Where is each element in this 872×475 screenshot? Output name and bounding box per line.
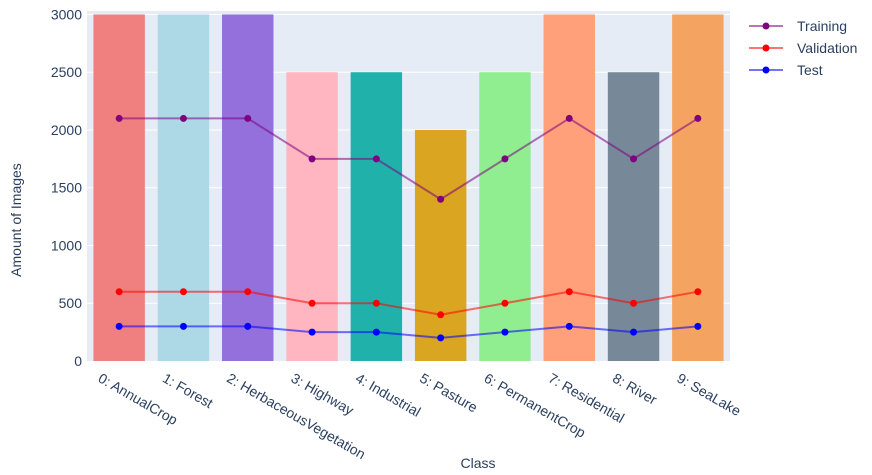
bar (414, 129, 467, 361)
legend: Training Validation Test (749, 18, 857, 78)
y-tick-label: 2500 (51, 64, 82, 80)
series-point-test (437, 334, 445, 342)
series-point-test (244, 322, 252, 330)
series-point-training (565, 114, 573, 122)
bar (93, 14, 145, 362)
series-point-training (437, 195, 445, 203)
bar (607, 72, 660, 361)
legend-marker (762, 66, 770, 74)
legend-marker (762, 22, 770, 30)
series-line-training (119, 117, 699, 201)
series-point-validation (244, 288, 252, 296)
y-tick-label: 1000 (51, 237, 82, 253)
series-point-test (565, 322, 573, 330)
series-line-validation (119, 290, 699, 316)
series-point-training (501, 155, 509, 163)
x-tick-label: 8: River (610, 370, 660, 408)
legend-label: Validation (797, 40, 857, 56)
series-point-training (308, 155, 316, 163)
series-point-training (115, 114, 123, 122)
series-point-validation (694, 288, 702, 296)
series-point-validation (565, 288, 573, 296)
series-point-validation (372, 299, 380, 307)
y-tick-label: 3000 (51, 6, 82, 22)
bar (286, 72, 338, 361)
series-point-validation (179, 288, 187, 296)
x-tick-label: 5: Pasture (417, 370, 480, 416)
legend-label: Training (797, 18, 847, 34)
legend-label: Test (797, 62, 823, 78)
x-tick-label: 1: Forest (160, 370, 216, 412)
bar (350, 72, 403, 361)
bar (157, 14, 210, 362)
bar (672, 14, 724, 362)
series-point-test (179, 322, 187, 330)
series-point-validation (437, 311, 445, 319)
bar (222, 14, 274, 362)
series-point-training (694, 114, 702, 122)
bar (543, 14, 595, 362)
x-axis-title: Class (460, 455, 495, 471)
series-lines (115, 114, 702, 342)
y-tick-label: 0 (74, 353, 82, 369)
y-tick-label: 2000 (51, 122, 82, 138)
series-point-test (630, 328, 638, 336)
y-tick-label: 1500 (51, 180, 82, 196)
series-point-test (308, 328, 316, 336)
series-point-training (244, 114, 252, 122)
x-tick-label: 4: Industrial (353, 370, 424, 420)
series-point-test (501, 328, 509, 336)
x-tick-label: 9: SeaLake (674, 370, 744, 419)
y-tick-label: 500 (59, 295, 83, 311)
series-line-test (119, 325, 698, 339)
series-point-training (372, 155, 380, 163)
series-point-training (630, 155, 638, 163)
series-point-validation (501, 299, 509, 307)
y-axis-title: Amount of Images (8, 163, 24, 277)
series-point-test (694, 322, 702, 330)
series-point-training (179, 114, 187, 122)
bars (93, 14, 724, 362)
legend-marker (762, 44, 770, 52)
series-point-validation (630, 299, 638, 307)
series-point-validation (308, 299, 316, 307)
series-point-validation (115, 288, 123, 296)
bar (479, 72, 531, 361)
y-tick-labels: 0 500 1000 1500 2000 2500 3000 (51, 6, 82, 369)
series-point-test (372, 328, 380, 336)
series-point-test (115, 322, 123, 330)
